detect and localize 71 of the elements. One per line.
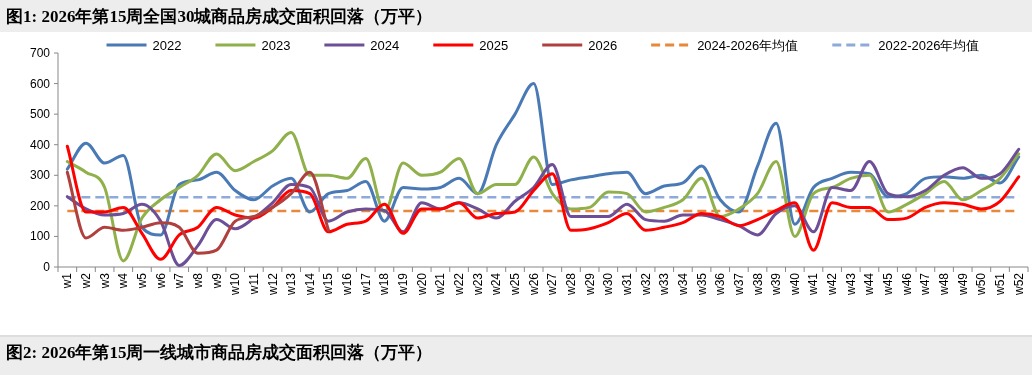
x-tick-label: w14 bbox=[302, 272, 317, 297]
legend-label: 2024 bbox=[370, 38, 400, 53]
caption: 图2: 2026年第15周一线城市商品房成交面积回落（万平） bbox=[6, 343, 433, 362]
x-tick-label: w19 bbox=[396, 272, 411, 297]
x-tick-label: w10 bbox=[228, 272, 243, 297]
x-tick-label: w52 bbox=[1011, 272, 1026, 297]
y-tick-label: 700 bbox=[29, 46, 51, 60]
x-tick-label: w47 bbox=[918, 272, 933, 297]
x-tick-label: w2 bbox=[78, 272, 93, 290]
x-tick-label: w50 bbox=[974, 272, 989, 297]
x-tick-label: w11 bbox=[246, 272, 261, 296]
x-tick-label: w16 bbox=[340, 272, 355, 297]
y-tick-label: 500 bbox=[29, 107, 51, 122]
x-tick-label: w6 bbox=[153, 272, 168, 290]
x-tick-label: w33 bbox=[657, 272, 672, 297]
y-tick-label: 300 bbox=[29, 168, 51, 183]
y-tick-label: 600 bbox=[29, 76, 51, 91]
x-tick-label: w51 bbox=[993, 272, 1008, 297]
x-tick-label: w1 bbox=[60, 272, 75, 290]
x-tick-label: w44 bbox=[862, 272, 877, 297]
legend-label: 2022 bbox=[152, 38, 182, 53]
x-tick-label: w7 bbox=[172, 272, 187, 290]
x-tick-label: w12 bbox=[265, 272, 280, 297]
x-tick-label: w21 bbox=[433, 272, 448, 297]
x-tick-label: w22 bbox=[452, 272, 467, 297]
x-tick-label: w26 bbox=[526, 272, 541, 297]
x-tick-label: w18 bbox=[377, 272, 392, 297]
x-tick-label: w43 bbox=[843, 272, 858, 297]
x-tick-label: w40 bbox=[787, 272, 802, 297]
x-tick-label: w38 bbox=[750, 272, 765, 297]
legend-label: 2026 bbox=[588, 38, 618, 53]
x-tick-label: w32 bbox=[638, 272, 653, 297]
x-tick-label: w13 bbox=[284, 272, 299, 297]
legend-label: 2025 bbox=[479, 38, 509, 53]
x-tick-label: w36 bbox=[713, 272, 728, 297]
x-tick-label: w15 bbox=[321, 272, 336, 297]
x-tick-label: w9 bbox=[209, 272, 224, 290]
x-tick-label: w25 bbox=[508, 272, 523, 297]
x-tick-label: w48 bbox=[937, 272, 952, 297]
x-tick-label: w23 bbox=[470, 272, 485, 297]
x-tick-label: w20 bbox=[414, 272, 429, 297]
x-tick-label: w49 bbox=[955, 272, 970, 297]
x-tick-label: w27 bbox=[545, 272, 560, 297]
x-tick-label: w42 bbox=[825, 272, 840, 297]
y-tick-label: 100 bbox=[29, 229, 51, 244]
x-tick-label: w46 bbox=[899, 272, 914, 297]
x-tick-label: w35 bbox=[694, 272, 709, 297]
x-tick-label: w3 bbox=[97, 272, 112, 290]
x-tick-label: w31 bbox=[619, 272, 634, 297]
x-tick-label: w34 bbox=[675, 272, 690, 297]
x-tick-label: w39 bbox=[769, 272, 784, 297]
x-tick-label: w8 bbox=[190, 272, 205, 290]
x-tick-label: w37 bbox=[731, 272, 746, 297]
y-tick-label: 0 bbox=[43, 260, 51, 274]
x-tick-label: w29 bbox=[582, 272, 597, 297]
x-tick-label: w45 bbox=[881, 272, 896, 297]
x-tick-label: w4 bbox=[116, 272, 131, 290]
legend-label: 2024-2026年均值 bbox=[697, 38, 799, 53]
x-tick-label: w5 bbox=[134, 272, 149, 290]
x-tick-label: w41 bbox=[806, 272, 821, 297]
y-tick-label: 200 bbox=[29, 198, 51, 213]
chart-title: 图1: 2026年第15周全国30城商品房成交面积回落（万平） bbox=[6, 7, 433, 26]
x-tick-label: w24 bbox=[489, 272, 504, 297]
legend-label: 2023 bbox=[261, 38, 291, 53]
line-series bbox=[65, 82, 1021, 237]
x-tick-label: w30 bbox=[601, 272, 616, 297]
line-series bbox=[65, 170, 330, 255]
x-tick-label: w28 bbox=[563, 272, 578, 297]
legend-label: 2022-2026年均值 bbox=[878, 38, 980, 53]
x-tick-label: w17 bbox=[358, 272, 373, 297]
y-tick-label: 400 bbox=[29, 137, 51, 152]
